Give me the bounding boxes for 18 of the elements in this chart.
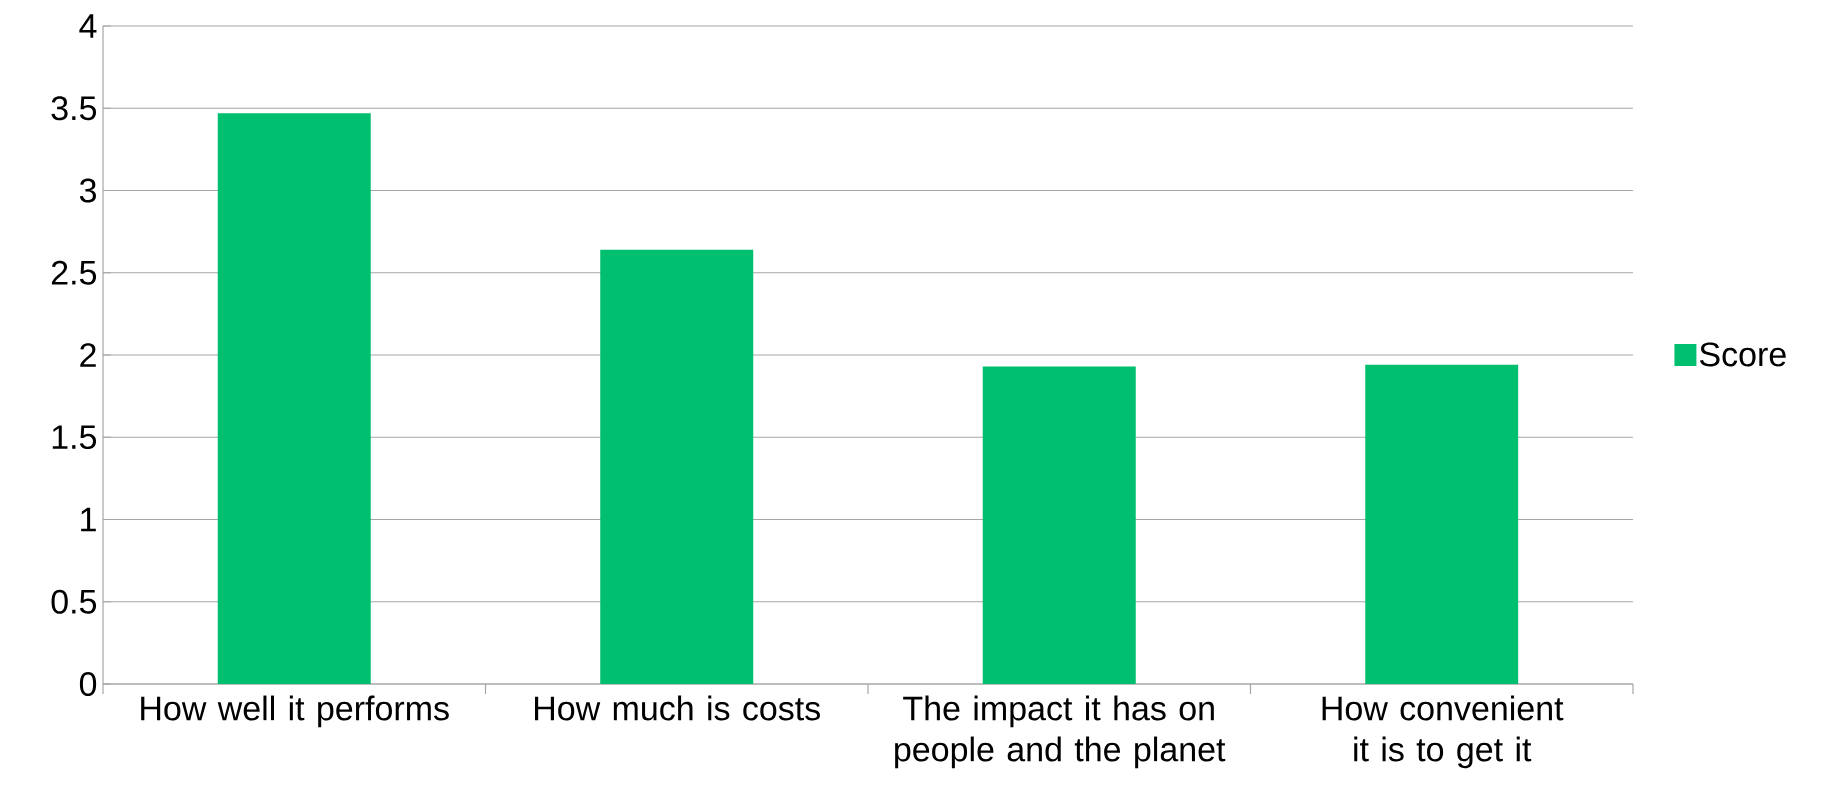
y-tick-label: 3.5 bbox=[51, 96, 97, 121]
y-tick-label: 1 bbox=[81, 507, 96, 532]
y-tick-label: 4 bbox=[79, 14, 97, 38]
x-tick-label: How well it performs bbox=[141, 695, 449, 728]
y-tick-label: 1.5 bbox=[52, 425, 97, 450]
bar bbox=[982, 366, 1136, 684]
y-tick-label: 2.5 bbox=[51, 260, 97, 285]
bar bbox=[217, 113, 371, 684]
y-tick-label: 0.5 bbox=[51, 589, 97, 614]
bar bbox=[600, 249, 754, 684]
bar bbox=[1365, 364, 1519, 684]
x-tick-label: The impact it has on people and the planet bbox=[895, 695, 1226, 769]
y-tick-label: 2 bbox=[80, 343, 96, 367]
y-tick-label: 0 bbox=[79, 671, 97, 697]
x-tick-label: How much is costs bbox=[535, 695, 820, 721]
y-tick-label: 3 bbox=[79, 178, 96, 203]
legend-label: Score bbox=[1699, 342, 1786, 367]
x-tick-label: How convenient it is to get it bbox=[1322, 695, 1564, 769]
